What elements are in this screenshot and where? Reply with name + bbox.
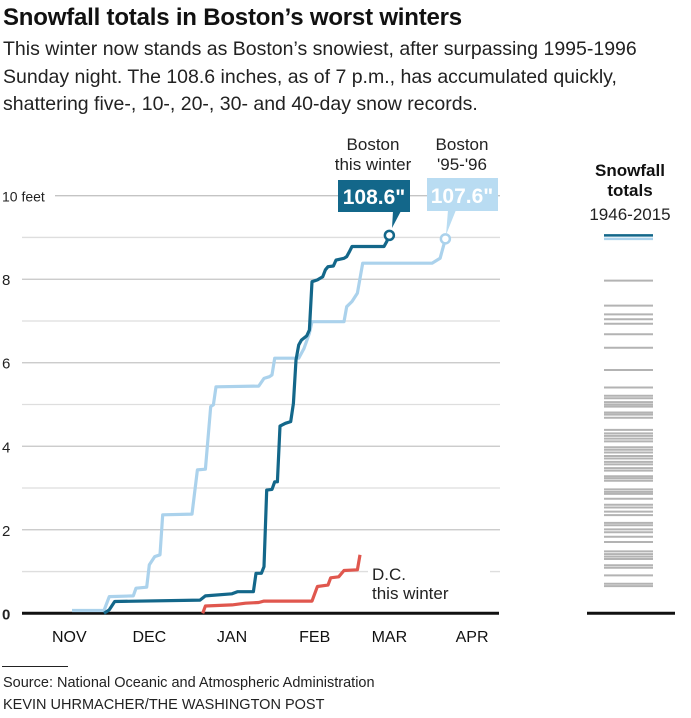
label-boston-95-96-line1: Boston [436,135,489,154]
series-end-marker [439,233,452,245]
x-axis-labels: NOV DEC JAN FEB MAR APR [52,629,489,646]
label-dc-line2: this winter [372,584,449,603]
boston-95-96-value-box [427,178,498,211]
x-tick-label: FEB [299,629,330,646]
boston-this-winter-value: 108.6" [343,186,406,209]
series-line-d-c-this-winter [201,554,362,614]
y-tick-label: 4 [2,439,10,456]
gridlines [22,195,675,615]
y-tick-label: 8 [2,272,10,289]
y-axis-labels: 10 feet 8 6 4 2 0 [2,189,45,624]
footer-divider [2,666,68,667]
y-tick-label: 10 feet [2,189,45,205]
strip-title-line2: totals [607,181,652,200]
series-line-boston-95-96 [72,238,447,613]
annotations: Boston this winter Boston '95-'96 108.6"… [335,135,671,604]
x-tick-label: NOV [52,629,87,646]
chart-title: Snowfall totals in Boston’s worst winter… [3,4,462,31]
x-tick-label: APR [456,629,489,646]
label-boston-this-winter-line1: Boston [347,135,400,154]
boston-this-winter-pointer [392,211,401,228]
series-line-boston-this-winter [103,234,391,615]
credit-line: KEVIN UHRMACHER/THE WASHINGTON POST [3,697,325,713]
snowfall-totals-strip [604,234,653,588]
dc-label-background [368,560,490,604]
y-tick-label: 6 [2,356,10,373]
strip-title-line1: Snowfall [595,161,665,180]
series-lines [72,229,452,615]
strip-subtitle: 1946-2015 [589,205,670,224]
x-tick-label: DEC [132,629,166,646]
boston-95-96-pointer [446,210,456,235]
boston-95-96-value: 107.6" [431,185,494,208]
label-boston-95-96-line2: '95-'96 [437,155,487,174]
y-tick-label: 0 [2,606,10,623]
boston-this-winter-value-box [338,180,410,212]
x-tick-label: MAR [372,629,408,646]
source-note: Source: National Oceanic and Atmospheric… [3,675,375,691]
series-end-marker [383,229,396,242]
y-tick-label: 2 [2,523,10,540]
label-dc-line1: D.C. [372,565,406,584]
label-boston-this-winter-line2: this winter [335,155,412,174]
x-tick-label: JAN [217,629,247,646]
chart-subtitle: This winter now stands as Boston’s snowi… [3,38,637,115]
